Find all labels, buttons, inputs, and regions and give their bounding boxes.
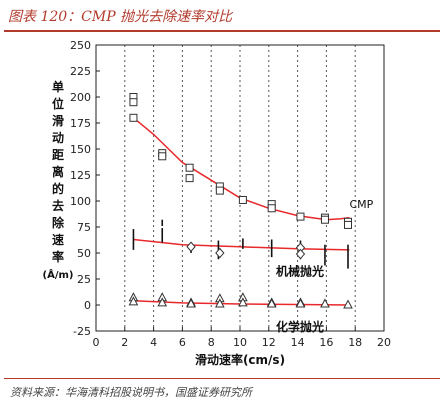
y-axis-label-char: 单 [52,79,64,94]
data-point-triangle [238,297,248,307]
y-tick-label: 225 [70,65,91,78]
header-rule [4,30,440,32]
x-tick-label: 4 [150,336,157,349]
y-tick-label: 250 [70,39,91,52]
y-axis-label-char: (Å/m) [43,268,74,281]
data-point-triangle [343,299,353,309]
series-annotation: CMP [349,198,373,211]
data-point-square [238,195,247,204]
x-tick-label: 14 [291,336,305,349]
y-axis-label-char: 去 [52,198,64,213]
source-note: 资料来源：华海清科招股说明书，国盛证券研究所 [10,386,252,399]
data-point-square [215,186,224,195]
x-tick-label: 10 [233,336,247,349]
data-point-square [158,152,167,161]
data-point-triangle [157,297,168,307]
y-tick-label: 100 [70,195,91,208]
plot-frame [95,44,385,332]
footer-rule [4,378,440,379]
data-point-triangle [215,298,225,308]
y-axis-label-char: 离 [52,164,64,179]
y-axis-label-char: 位 [52,96,64,111]
data-point-triangle [186,298,196,308]
fit-line-square [132,117,350,221]
data-point-square [320,215,329,224]
y-axis-label-char: 滑 [52,113,64,128]
data-point-square [129,113,138,122]
data-point-diamond [215,247,225,259]
data-point-triangle [266,298,277,308]
data-point-triangle [320,298,330,308]
y-axis-label-char: 率 [52,249,64,264]
data-point-square [185,174,194,183]
y-axis-label-char: 距 [52,148,64,162]
data-point-triangle [295,298,306,308]
x-tick-label: 16 [319,336,333,349]
x-tick-label: 6 [179,336,186,349]
y-axis-label-char: 速 [52,232,64,247]
x-tick-label: 18 [348,336,362,349]
x-axis-label: 滑动速率(cm/s) [195,352,285,367]
data-point-square [296,212,305,221]
figure-title: 图表 120：CMP 抛光去除速率对比 [8,9,233,25]
x-tick-label: 2 [121,336,128,349]
x-tick-label: 0 [93,336,100,349]
y-tick-label: 75 [77,221,91,234]
y-tick-label: 25 [77,273,91,286]
x-tick-label: 12 [262,336,276,349]
data-point-square [129,98,138,107]
data-point-square [344,220,352,229]
x-tick-label: 8 [208,336,215,349]
y-axis-label-char: 动 [52,131,64,145]
data-point-triangle [128,296,139,306]
data-point-diamond [295,248,306,260]
series-annotation: 机械抛光 [276,264,324,279]
series-annotation: 化学抛光 [276,319,324,334]
figure-header: 图表 120：CMP 抛光去除速率对比 [0,0,445,32]
data-point-diamond [186,241,196,253]
y-tick-label: -25 [73,325,91,338]
y-tick-label: 150 [70,143,91,156]
x-tick-label: 20 [377,336,391,349]
y-axis-label-char: 除 [52,215,65,230]
y-tick-label: 175 [70,117,91,130]
fit-line-diamond [133,238,350,251]
y-tick-label: 50 [77,247,91,260]
y-tick-label: 200 [70,91,91,104]
figure-footer: 资料来源：华海清科招股说明书，国盛证券研究所 [0,378,445,407]
y-axis-label-char: 的 [52,181,64,196]
y-tick-label: 0 [84,299,91,312]
data-point-square [185,163,194,172]
y-tick-label: 125 [70,169,91,182]
data-point-square [267,204,276,213]
